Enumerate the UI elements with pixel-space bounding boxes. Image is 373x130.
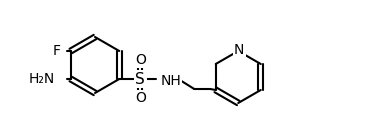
- Text: S: S: [135, 72, 145, 86]
- Text: NH: NH: [160, 74, 181, 88]
- Text: H₂N: H₂N: [28, 72, 55, 86]
- Text: O: O: [135, 53, 146, 67]
- Text: O: O: [135, 91, 146, 105]
- Text: N: N: [234, 43, 244, 57]
- Text: F: F: [53, 44, 61, 58]
